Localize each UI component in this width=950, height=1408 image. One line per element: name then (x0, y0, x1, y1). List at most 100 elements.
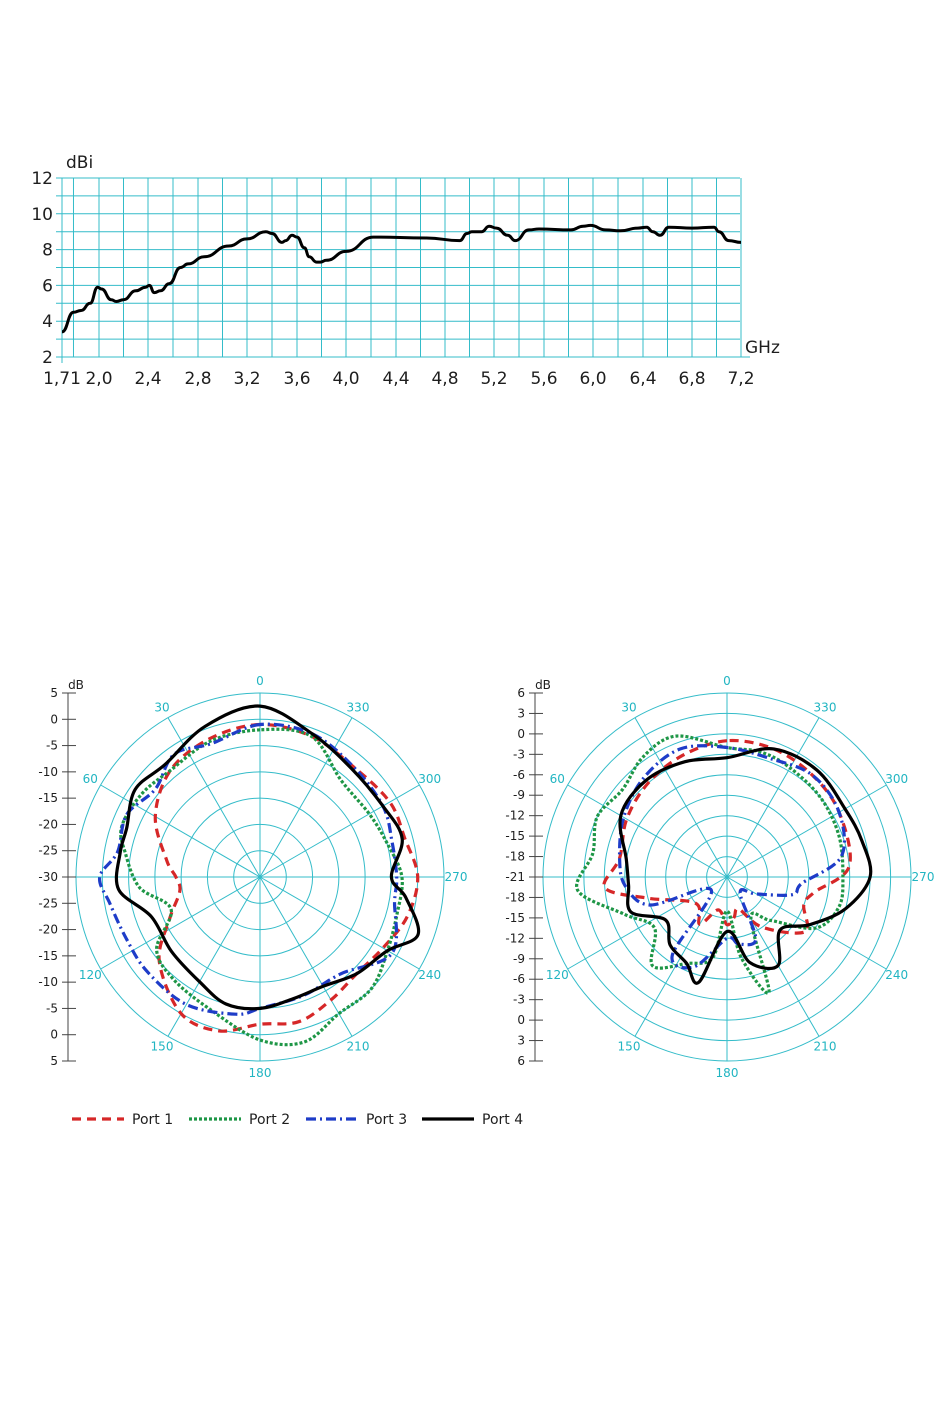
polar-scale-label: 5 (50, 1054, 58, 1068)
polar-scale-label: 0 (50, 712, 58, 726)
polar-series-port-4 (618, 747, 873, 985)
polar-angle-label: 240 (418, 968, 441, 982)
polar-scale-label: 3 (517, 706, 525, 720)
polar-grid-spoke (726, 717, 820, 878)
polar-series-port-3 (617, 744, 847, 970)
polar-angle-label: 30 (154, 700, 169, 714)
y-tick-label: 12 (31, 169, 53, 189)
polar-scale-label: 5 (50, 686, 58, 700)
polar-grid-spoke (726, 784, 887, 878)
x-tick-label: 6,4 (629, 369, 656, 389)
x-tick-label: 2,4 (134, 369, 161, 389)
polar-scale-label: -15 (38, 949, 58, 963)
polar-scale-label: -3 (513, 993, 525, 1007)
polar-angle-label: 210 (814, 1040, 837, 1054)
polar-angle-label: 330 (347, 700, 370, 714)
x-tick-label: 5,6 (530, 369, 557, 389)
polar-angle-label: 240 (885, 968, 908, 982)
polar-grid-spoke (167, 876, 261, 1037)
x-tick-label: 2,8 (184, 369, 211, 389)
polar-angle-label: 150 (151, 1040, 174, 1054)
polar-scale-label: -15 (505, 911, 525, 925)
polar-angle-label: 180 (716, 1066, 739, 1080)
legend-label: Port 4 (482, 1112, 523, 1128)
polar-series-port-2 (575, 734, 845, 995)
polar-grid-spoke (567, 876, 728, 970)
y-tick-label: 10 (31, 205, 53, 225)
polar-chart-left: 5 0 -5 -10 -15 -20 -25 -30 -25 -20 -15 -10 -5 0 5 dB 0 30… (38, 674, 467, 1080)
polar-scale-label: -30 (38, 870, 58, 884)
polar-angle-label: 120 (546, 968, 569, 982)
polar-series-port-2 (119, 727, 404, 1047)
polar-angle-label: 0 (723, 674, 731, 688)
polar-unit-label: dB (535, 678, 551, 692)
polar-series-port-3 (97, 722, 399, 1016)
polar-angle-label: 180 (249, 1066, 272, 1080)
polar-scale-label: -15 (505, 829, 525, 843)
x-tick-label: 4,0 (332, 369, 359, 389)
polar-unit-label: dB (68, 678, 84, 692)
x-axis-unit-label: GHz (745, 338, 780, 358)
polar-angle-label: 330 (814, 700, 837, 714)
polar-scale-label: -5 (46, 739, 58, 753)
polar-scale-label: -3 (513, 747, 525, 761)
legend-label: Port 1 (132, 1112, 173, 1128)
polar-scale-label: 6 (517, 1054, 525, 1068)
polar-angle-label: 60 (550, 772, 565, 786)
polar-grid-spoke (259, 784, 420, 878)
polar-angle-label: 270 (912, 870, 935, 884)
polar-scale-label: -25 (38, 896, 58, 910)
polar-scale-label: -9 (513, 952, 525, 966)
gain-series-line (61, 223, 742, 334)
polar-scale-label: -18 (505, 850, 525, 864)
polar-angle-label: 270 (445, 870, 468, 884)
legend-label: Port 3 (366, 1112, 407, 1128)
legend-label: Port 2 (249, 1112, 290, 1128)
x-tick-label: 2,0 (85, 369, 112, 389)
x-tick-label: 3,2 (233, 369, 260, 389)
polar-grid-spoke (259, 876, 420, 970)
y-tick-label: 4 (42, 312, 53, 332)
polar-scale-label: 0 (517, 727, 525, 741)
x-tick-label: 5,2 (480, 369, 507, 389)
polar-angle-label: 150 (618, 1040, 641, 1054)
polar-scale-label: -20 (38, 817, 58, 831)
polar-angle-label: 60 (83, 772, 98, 786)
x-tick-label: 4,4 (382, 369, 409, 389)
polar-scale-label: -6 (513, 972, 525, 986)
x-tick-label: 4,8 (431, 369, 458, 389)
polar-grid-spoke (634, 717, 728, 878)
y-tick-label: 2 (42, 348, 53, 368)
polar-grid-spoke (259, 717, 353, 878)
polar-grid-spoke (100, 784, 261, 878)
polar-grid-spoke (100, 876, 261, 970)
gain-chart: 12 10 8 6 4 21,71 2,0 2,4 2,8 3,2 3,6 4,0 4,4 4,8 5,2 5… (31, 153, 780, 389)
polar-series-port-4 (114, 704, 421, 1011)
polar-scale-label: -25 (38, 844, 58, 858)
polar-angle-label: 300 (418, 772, 441, 786)
x-tick-label: 7,2 (727, 369, 754, 389)
polar-scale-label: 3 (517, 1034, 525, 1048)
polar-angle-label: 210 (347, 1040, 370, 1054)
x-tick-label: 6,8 (678, 369, 705, 389)
y-tick-label: 6 (42, 276, 53, 296)
polar-scale-label: -6 (513, 768, 525, 782)
legend: Port 1 Port 2 Port 3 Port 4 (72, 1112, 523, 1128)
polar-scale-label: -9 (513, 788, 525, 802)
polar-grid-spoke (259, 876, 353, 1037)
polar-scale-label: 0 (517, 1013, 525, 1027)
polar-scale-label: -12 (505, 809, 525, 823)
x-tick-label: 3,6 (283, 369, 310, 389)
polar-angle-label: 0 (256, 674, 264, 688)
polar-scale-label: -21 (505, 870, 525, 884)
polar-scale-label: -18 (505, 890, 525, 904)
polar-series-port-1 (153, 722, 420, 1033)
y-axis-unit-label: dBi (66, 153, 93, 173)
polar-scale-label: 6 (517, 686, 525, 700)
x-tick-label: 6,0 (579, 369, 606, 389)
polar-scale-label: -10 (38, 975, 58, 989)
polar-grid-spoke (567, 784, 728, 878)
polar-scale-label: -20 (38, 923, 58, 937)
polar-scale-label: -15 (38, 791, 58, 805)
